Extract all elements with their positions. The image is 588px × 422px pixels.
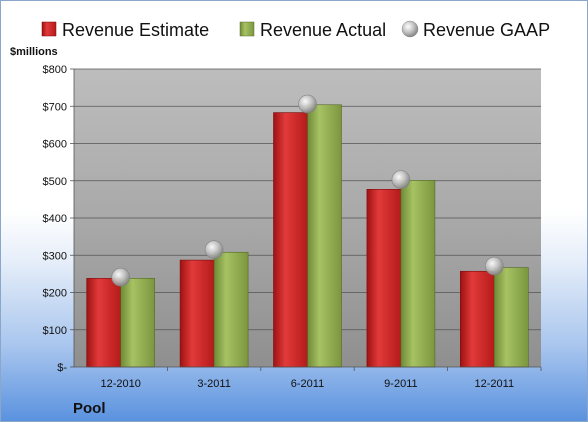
bar-revenue-estimate — [273, 112, 308, 368]
x-tick-label: 12-2011 — [475, 378, 515, 390]
bar-revenue-estimate — [179, 259, 215, 368]
x-axis: 12-2010 3-2011 6-2011 9-2011 12-2011 — [74, 366, 542, 390]
bar-revenue-estimate — [86, 278, 121, 368]
y-tick-label: $- — [57, 362, 67, 374]
legend-swatch-revenue-estimate — [41, 21, 57, 37]
gaap-markers — [111, 94, 504, 287]
bar-revenue-estimate — [459, 270, 495, 368]
legend-label-revenue-actual: Revenue Actual — [260, 20, 386, 40]
y-tick-label: $800 — [43, 64, 67, 76]
legend: Revenue Estimate Revenue Actual Revenue … — [41, 20, 550, 40]
company-label: Pool — [73, 400, 106, 417]
x-tick-label: 6-2011 — [291, 378, 324, 390]
legend-swatch-revenue-actual — [239, 21, 255, 37]
marker-revenue-gaap — [298, 94, 317, 114]
y-tick-label: $300 — [43, 250, 67, 262]
bar-revenue-actual — [213, 251, 249, 368]
y-tick-label: $600 — [43, 139, 67, 151]
bar-revenue-actual — [493, 267, 529, 368]
marker-revenue-gaap — [204, 240, 224, 259]
y-tick-label: $700 — [43, 101, 67, 113]
bar-revenue-actual — [400, 180, 436, 368]
x-tick-label: 9-2011 — [384, 378, 417, 390]
marker-revenue-gaap — [391, 170, 411, 189]
y-axis: $- $100 $200 $300 $400 $500 $600 $700 $800 — [43, 64, 75, 374]
marker-revenue-gaap — [484, 256, 504, 276]
legend-label-revenue-estimate: Revenue Estimate — [62, 20, 209, 40]
y-tick-label: $400 — [43, 213, 67, 225]
legend-marker-revenue-gaap — [401, 20, 419, 38]
unit-label: $millions — [10, 46, 58, 58]
marker-revenue-gaap — [111, 267, 130, 287]
y-tick-label: $500 — [43, 176, 67, 188]
bar-revenue-actual — [307, 104, 342, 368]
legend-label-revenue-gaap: Revenue GAAP — [423, 20, 550, 40]
bars — [86, 104, 529, 368]
y-tick-label: $100 — [43, 325, 67, 337]
bar-revenue-actual — [120, 278, 155, 368]
y-tick-label: $200 — [43, 288, 67, 300]
bar-revenue-estimate — [366, 189, 402, 368]
x-tick-label: 12-2010 — [101, 378, 141, 390]
x-tick-label: 3-2011 — [197, 378, 230, 390]
